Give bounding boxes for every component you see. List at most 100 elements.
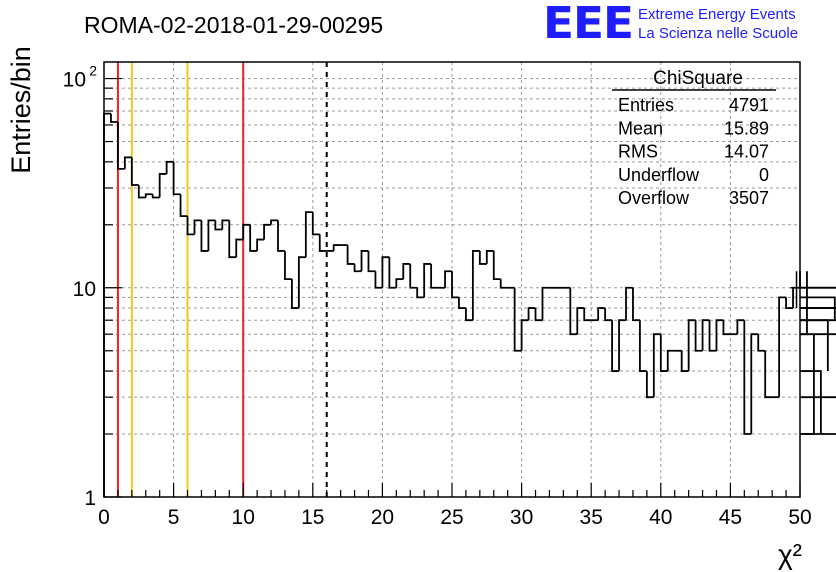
histogram-bin <box>207 219 216 251</box>
histogram-bin <box>576 307 585 335</box>
histogram-bin <box>520 319 529 351</box>
histogram-bin <box>235 238 244 258</box>
histogram-bin <box>186 216 195 236</box>
histogram-bin <box>360 250 369 272</box>
stats-row-label: Mean <box>618 118 663 138</box>
x-tick-label: 30 <box>510 506 533 529</box>
histogram-bin <box>123 156 132 169</box>
histogram-bin <box>541 286 550 321</box>
histogram-bin <box>800 271 808 336</box>
x-tick-label: 40 <box>649 506 672 529</box>
histogram-bin <box>451 271 459 299</box>
histogram-series <box>103 112 836 497</box>
histogram-bin <box>381 256 390 288</box>
histogram-bin <box>666 349 675 372</box>
stats-row-value: 15.89 <box>724 118 769 138</box>
histogram-bin <box>492 250 501 281</box>
histogram-bin <box>764 350 773 399</box>
histogram-bin <box>527 307 536 321</box>
histogram-bin <box>652 333 661 398</box>
stats-row-value: 14.07 <box>724 142 769 162</box>
y-tick-label: 1 <box>84 487 96 510</box>
histogram-bin <box>214 220 223 231</box>
histogram-bin <box>743 320 752 435</box>
histogram-bin <box>750 333 759 435</box>
histogram-bin <box>604 308 613 322</box>
histogram-bin <box>708 320 717 352</box>
grid <box>104 62 800 497</box>
histogram-bin <box>736 319 745 335</box>
histogram-bin <box>346 245 355 265</box>
histogram-bin <box>256 238 265 251</box>
histogram-bin <box>534 308 543 322</box>
histogram-bin <box>228 220 237 259</box>
histogram-bin <box>332 244 341 251</box>
stats-row-label: Overflow <box>618 188 690 208</box>
histogram-bin <box>402 263 411 280</box>
histogram-bin <box>645 371 654 399</box>
x-tick-label: 5 <box>168 506 180 529</box>
histogram-bin <box>179 194 188 218</box>
y-axis-ticks <box>104 77 122 498</box>
histogram-bin <box>103 112 111 497</box>
histogram-bin <box>800 333 836 336</box>
histogram-bin <box>304 211 313 258</box>
y-tick-exponent: 2 <box>89 63 97 79</box>
x-tick-label: 35 <box>580 506 603 529</box>
x-tick-label: 15 <box>301 506 324 529</box>
histogram-bin <box>367 250 376 273</box>
histogram-bin <box>458 297 466 309</box>
histogram-bin <box>513 287 522 352</box>
histogram-bin <box>625 286 633 321</box>
stats-row-label: Entries <box>618 95 674 115</box>
histogram-bin <box>639 320 647 372</box>
histogram-bin <box>687 319 696 372</box>
histogram-bin <box>270 219 278 225</box>
logo-line-1: Extreme Energy Events <box>638 6 796 23</box>
histogram-bin <box>701 319 710 351</box>
histogram-bin <box>297 256 306 309</box>
histogram-bin <box>715 319 724 351</box>
x-tick-label: 50 <box>788 506 811 529</box>
histogram-bin <box>318 234 327 252</box>
histogram-bin <box>144 193 153 198</box>
histogram-bin <box>353 263 362 273</box>
histogram-bin <box>151 194 160 199</box>
x-axis-label: χ² <box>778 539 802 570</box>
histogram-bin <box>800 319 836 322</box>
histogram-bin <box>374 271 383 289</box>
stats-row-value: 3507 <box>729 188 769 208</box>
histogram-bin <box>583 308 592 322</box>
histogram-bin <box>465 308 473 322</box>
histogram-bin <box>117 122 125 170</box>
histogram-bin <box>284 250 292 281</box>
histogram-bin <box>800 307 836 309</box>
histogram-bin <box>471 250 480 321</box>
histogram-bin <box>785 297 794 309</box>
histogram-bin <box>597 307 606 321</box>
histogram-bin <box>632 287 640 322</box>
chart-title: ROMA-02-2018-01-29-00295 <box>84 12 383 38</box>
eee-logo: EEE <box>543 0 633 49</box>
y-tick-label: 10 <box>63 69 86 92</box>
histogram-bin <box>242 223 251 240</box>
histogram-bin <box>158 173 167 198</box>
histogram-bin <box>680 350 689 372</box>
histogram-bin <box>200 220 209 252</box>
histogram-bin <box>249 224 258 252</box>
histogram-bin <box>221 219 230 230</box>
histogram-bin <box>800 296 836 321</box>
histogram-bin <box>291 279 299 309</box>
x-tick-label: 25 <box>440 506 463 529</box>
x-tick-label: 20 <box>371 506 394 529</box>
histogram-bin <box>694 320 703 352</box>
histogram-bin <box>263 223 272 240</box>
histogram-bin <box>311 212 320 236</box>
y-tick-label: 10 <box>73 278 96 301</box>
histogram-bin <box>395 278 404 288</box>
histogram-bin <box>193 219 202 235</box>
histogram-bin <box>659 334 668 372</box>
y-axis-label: Entries/bin <box>6 46 36 174</box>
